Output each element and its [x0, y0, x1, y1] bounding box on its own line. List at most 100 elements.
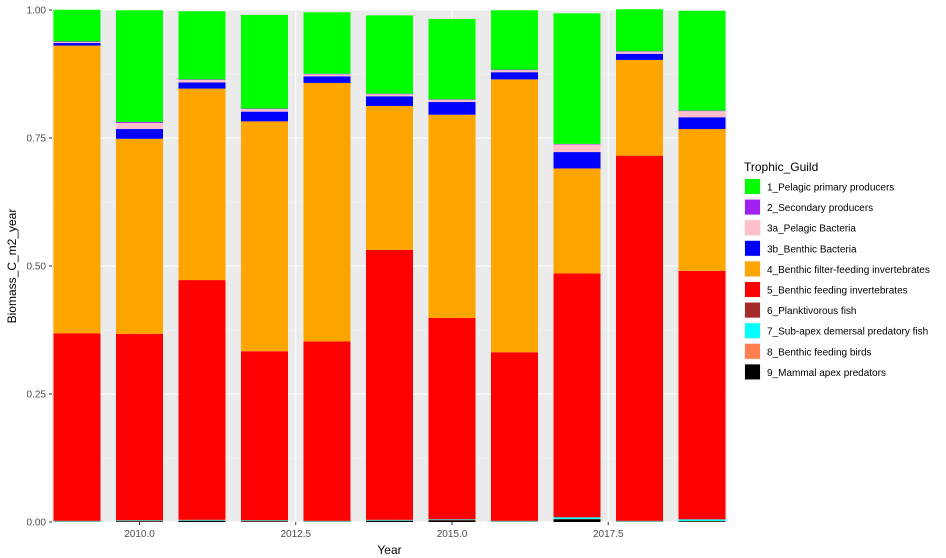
bar-segment — [116, 520, 163, 521]
bar-segment — [553, 144, 601, 153]
bar-segment — [616, 520, 663, 522]
bar-segment — [678, 270, 726, 520]
bar-segment — [553, 168, 601, 274]
legend-key — [745, 261, 760, 277]
bar-segment — [553, 519, 601, 522]
bar-segment — [116, 138, 163, 334]
bar-segment — [553, 143, 601, 145]
bar-segment — [491, 69, 538, 71]
bar-segment — [303, 520, 351, 522]
bar-segment — [428, 520, 476, 522]
bar-segment — [491, 10, 538, 70]
bar-segment — [116, 122, 163, 130]
bar-segment — [178, 280, 226, 520]
legend-items: 1_Pelagic primary producers 2_Secondary p… — [744, 178, 930, 381]
bar-segment — [428, 114, 476, 318]
bar-segment — [428, 101, 476, 115]
bar-segment — [616, 53, 663, 60]
bar-segment — [366, 15, 413, 94]
bar-segment — [53, 333, 101, 521]
x-axis: 2010.0 2012.5 2015.0 2017.5 — [124, 522, 624, 540]
legend-key — [745, 302, 760, 318]
bar-segment — [491, 79, 538, 353]
bar-segment — [241, 108, 288, 110]
bar-segment — [616, 51, 663, 52]
bar-segment — [366, 520, 413, 522]
bar-segment — [366, 96, 413, 106]
legend-label: 9_Mammal apex predators — [767, 368, 886, 379]
bar-segment — [178, 11, 226, 80]
bar-segment — [366, 519, 413, 521]
bar-segment — [428, 99, 476, 102]
legend-key — [745, 179, 760, 194]
legend-key — [745, 282, 760, 297]
bar-segment — [241, 520, 288, 521]
bar-segment — [241, 121, 288, 352]
legend-label: 7_Sub-apex demersal predatory fish — [767, 327, 928, 338]
bar-segment — [303, 82, 351, 342]
bar-segment — [116, 121, 163, 123]
legend: Trophic_Guild 1_Pelagic primary producer… — [744, 160, 930, 381]
legend-key — [745, 364, 760, 380]
bar-segment — [178, 79, 226, 83]
legend-label: 3a_Pelagic Bacteria — [767, 224, 856, 235]
legend-label: 1_Pelagic primary producers — [767, 183, 894, 194]
bar-segment — [178, 520, 226, 522]
legend-key — [745, 199, 760, 215]
bar-segment — [678, 110, 726, 112]
bar-segment — [241, 109, 288, 112]
bar-segment — [553, 517, 601, 519]
x-tick-label: 2017.5 — [593, 529, 624, 540]
bar-segment — [303, 73, 351, 75]
bar-segment — [678, 519, 726, 521]
bar-segment — [178, 79, 226, 80]
bar-segment — [53, 45, 101, 334]
bar-segment — [241, 111, 288, 122]
bar-segment — [178, 519, 226, 521]
bar-segment — [678, 129, 726, 271]
bar-segment — [616, 155, 663, 521]
bar-segment — [116, 521, 163, 522]
bar-segment — [491, 520, 538, 522]
x-tick-label: 2015.0 — [437, 529, 468, 540]
bar-segment — [428, 99, 476, 100]
bar-segment — [678, 117, 726, 130]
bar-segment — [366, 249, 413, 520]
bar-segment — [241, 351, 288, 521]
bar-segment — [303, 74, 351, 77]
legend-label: 8_Benthic feeding birds — [767, 347, 872, 358]
bar-segment — [53, 520, 101, 522]
legend-label: 5_Benthic feeding invertebrates — [767, 286, 908, 297]
bar-segment — [678, 111, 726, 118]
y-axis-title: Biomass_C_m2_year — [5, 209, 19, 324]
bar-segment — [53, 9, 101, 42]
x-axis-title: Year — [377, 543, 401, 557]
bar-segment — [53, 43, 101, 46]
bar-segment — [53, 41, 101, 42]
bar-segment — [491, 352, 538, 521]
bar-segment — [491, 70, 538, 73]
bar-segment — [116, 129, 163, 139]
bar-segment — [303, 76, 351, 83]
y-tick-label: 0.50 — [27, 262, 47, 273]
legend-key — [745, 240, 760, 256]
bar-segment — [178, 82, 226, 89]
bar-segment — [241, 521, 288, 522]
y-tick-label: 0.75 — [27, 134, 47, 145]
legend-key — [745, 220, 760, 236]
x-tick-label: 2010.0 — [124, 529, 155, 540]
bar-segment — [116, 333, 163, 521]
bar-segment — [616, 59, 663, 156]
legend-key — [745, 323, 760, 339]
y-tick-label: 1.00 — [27, 6, 47, 17]
y-tick-label: 0.25 — [27, 390, 47, 401]
legend-label: 3b_Benthic Bacteria — [767, 244, 857, 255]
legend-label: 4_Benthic filter-feeding invertebrates — [767, 265, 930, 276]
bar-segment — [178, 88, 226, 281]
legend-key — [745, 343, 760, 359]
bar-segment — [428, 519, 476, 520]
legend-label: 2_Secondary producers — [767, 203, 873, 214]
bar-segment — [553, 152, 601, 169]
bar-segment — [553, 13, 601, 144]
bar-segment — [678, 521, 726, 522]
